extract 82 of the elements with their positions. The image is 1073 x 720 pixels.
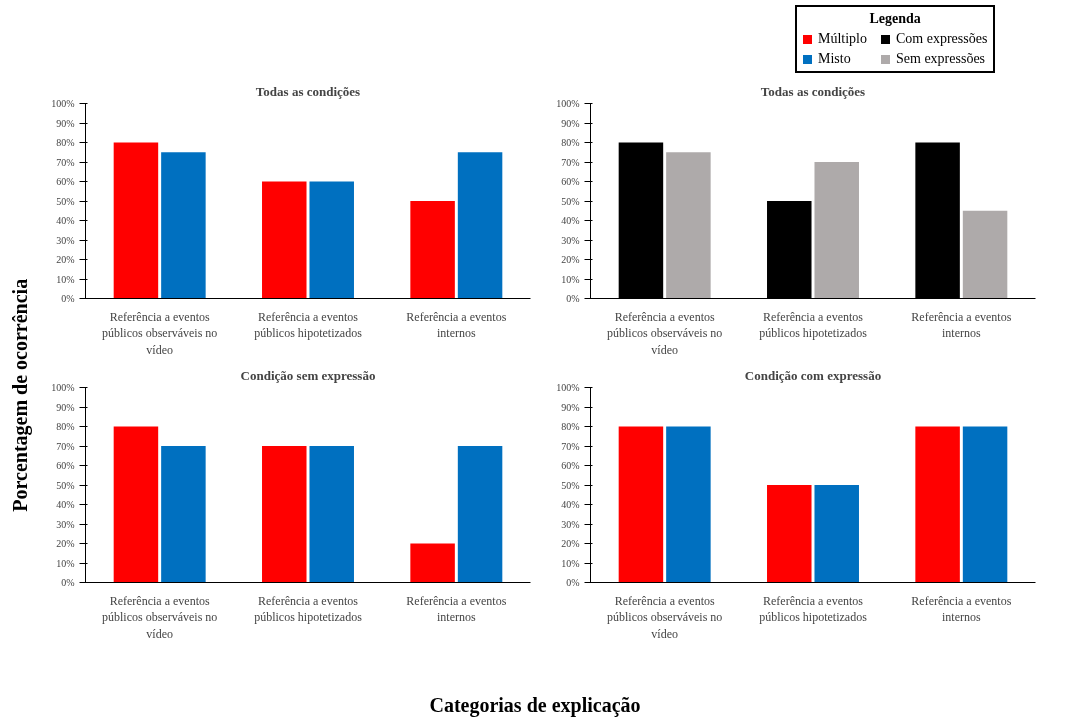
y-tick-label: 100% xyxy=(556,98,580,109)
y-tick-label: 80% xyxy=(56,137,75,148)
legend-title: Legenda xyxy=(868,10,922,28)
y-tick-label: 0% xyxy=(61,577,75,588)
x-tick-label: Referência a eventos públicos hipotetizados xyxy=(254,309,363,341)
y-tick-label: 90% xyxy=(56,117,75,129)
y-tick-label: 20% xyxy=(56,538,75,549)
x-tick-label: Referência a eventos públicos observáveis no vídeo xyxy=(102,593,218,642)
bar xyxy=(161,152,206,299)
y-tick-label: 20% xyxy=(561,254,580,265)
legend-label: Múltiplo xyxy=(817,30,868,48)
y-tick-label: 0% xyxy=(61,293,75,304)
bar xyxy=(410,543,455,583)
x-tick-label: Referência a eventos internos xyxy=(406,593,507,625)
bar xyxy=(262,446,307,583)
y-tick-label: 10% xyxy=(56,557,75,569)
y-tick-label: 80% xyxy=(56,421,75,432)
chart-title: Condição sem expressão xyxy=(240,367,376,383)
x-tick-label: Referência a eventos públicos hipotetizados xyxy=(759,593,868,625)
x-tick-label: Referência a eventos públicos hipotetizados xyxy=(759,309,868,341)
y-tick-label: 90% xyxy=(561,117,580,129)
y-tick-label: 40% xyxy=(561,215,580,226)
y-tick-label: 30% xyxy=(561,518,580,530)
y-tick-label: 40% xyxy=(56,215,75,226)
bar xyxy=(309,446,354,583)
y-tick-label: 90% xyxy=(561,401,580,413)
y-tick-label: 10% xyxy=(561,273,580,285)
legend-label: Com expressões xyxy=(895,30,988,48)
y-tick-label: 100% xyxy=(556,382,580,393)
legend-label: Sem expressões xyxy=(895,50,987,68)
y-tick-label: 10% xyxy=(56,273,75,285)
y-tick-label: 70% xyxy=(56,440,75,452)
y-tick-label: 40% xyxy=(56,499,75,510)
y-tick-label: 80% xyxy=(561,421,580,432)
chart-title: Todas as condições xyxy=(760,83,866,99)
y-tick-label: 30% xyxy=(56,234,75,246)
y-tick-label: 100% xyxy=(51,382,75,393)
bar xyxy=(410,201,455,299)
y-tick-label: 70% xyxy=(561,156,580,168)
y-tick-label: 70% xyxy=(561,440,580,452)
x-axis-title: Categorias de explicação xyxy=(429,693,641,719)
y-tick-label: 50% xyxy=(56,479,75,491)
y-tick-label: 50% xyxy=(561,195,580,207)
x-tick-label: Referência a eventos internos xyxy=(911,593,1012,625)
bar xyxy=(666,152,711,299)
y-tick-label: 0% xyxy=(566,293,580,304)
y-tick-label: 100% xyxy=(51,98,75,109)
chart-title: Condição com expressão xyxy=(744,367,882,383)
x-tick-label: Referência a eventos internos xyxy=(406,309,507,341)
y-tick-label: 50% xyxy=(561,479,580,491)
y-tick-label: 20% xyxy=(561,538,580,549)
y-tick-label: 50% xyxy=(56,195,75,207)
bar xyxy=(113,426,159,583)
x-tick-label: Referência a eventos públicos observáveis no vídeo xyxy=(607,593,723,642)
y-tick-label: 70% xyxy=(56,156,75,168)
y-tick-label: 10% xyxy=(561,557,580,569)
x-tick-label: Referência a eventos públicos observáveis no vídeo xyxy=(102,309,218,358)
y-tick-label: 60% xyxy=(561,460,580,471)
y-tick-label: 90% xyxy=(56,401,75,413)
y-tick-label: 60% xyxy=(56,176,75,187)
bar xyxy=(262,181,307,299)
bar xyxy=(161,446,206,583)
chart-title: Todas as condições xyxy=(255,83,361,99)
x-tick-label: Referência a eventos internos xyxy=(911,309,1012,341)
y-axis-title: Porcentagem de ocorrência xyxy=(7,277,33,514)
bar xyxy=(962,210,1008,299)
y-tick-label: 60% xyxy=(56,460,75,471)
x-tick-label: Referência a eventos públicos hipotetizados xyxy=(254,593,363,625)
y-tick-label: 0% xyxy=(566,577,580,588)
y-tick-label: 80% xyxy=(561,137,580,148)
y-tick-label: 30% xyxy=(561,234,580,246)
x-tick-label: Referência a eventos públicos observáveis no vídeo xyxy=(607,309,723,358)
bar xyxy=(309,181,354,299)
y-tick-label: 30% xyxy=(56,518,75,530)
y-tick-label: 60% xyxy=(561,176,580,187)
bar xyxy=(457,446,503,583)
y-tick-label: 20% xyxy=(56,254,75,265)
bar xyxy=(457,152,503,299)
bar xyxy=(113,142,159,299)
bar xyxy=(814,162,859,299)
legend-label: Misto xyxy=(817,50,852,68)
y-tick-label: 40% xyxy=(561,499,580,510)
